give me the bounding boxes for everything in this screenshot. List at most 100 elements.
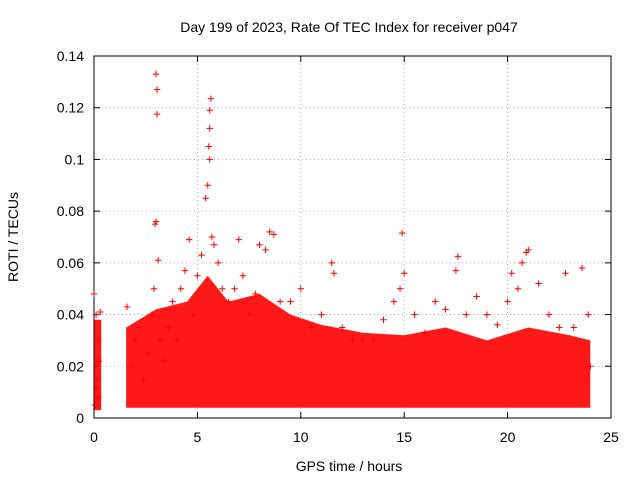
data-point (556, 324, 563, 331)
y-tick-label: 0 (76, 410, 84, 426)
data-points (90, 70, 594, 409)
data-point (463, 311, 470, 318)
data-point (206, 156, 214, 163)
data-point (545, 311, 553, 318)
data-point (328, 259, 336, 267)
data-point (525, 246, 532, 254)
data-point (514, 285, 522, 292)
data-point (587, 363, 594, 370)
data-point (231, 285, 238, 292)
data-point (262, 246, 269, 254)
data-point (266, 228, 273, 236)
data-point (349, 337, 356, 344)
data-point (208, 233, 216, 241)
dense-band-area (126, 275, 591, 408)
data-point (173, 337, 180, 344)
data-point (508, 270, 515, 277)
chart-title: Day 199 of 2023, Rate Of TEC Index for r… (180, 19, 518, 35)
data-point (421, 329, 429, 336)
data-point (369, 337, 377, 344)
data-point (330, 270, 338, 277)
data-point (256, 241, 263, 248)
data-point (214, 259, 222, 267)
data-point (432, 298, 439, 305)
data-point (206, 107, 214, 114)
x-tick-label: 15 (396, 429, 412, 445)
data-point (140, 376, 147, 383)
data-point (245, 311, 253, 318)
data-point (97, 308, 104, 316)
x-axis-label: GPS time / hours (296, 458, 403, 474)
data-point (396, 285, 404, 292)
data-point (153, 110, 161, 118)
data-point (92, 383, 100, 391)
data-point (94, 394, 102, 401)
data-point (338, 324, 346, 331)
data-point (270, 231, 278, 238)
data-point (287, 298, 294, 305)
data-point (570, 324, 577, 331)
data-point (204, 182, 211, 189)
data-point (190, 311, 197, 318)
data-point (535, 280, 542, 287)
data-point (161, 357, 168, 365)
data-point (123, 303, 131, 311)
data-point (144, 350, 151, 357)
y-tick-label: 0.1 (65, 151, 85, 167)
data-point (154, 257, 162, 264)
y-tick-label: 0.14 (57, 48, 84, 64)
data-point (225, 298, 232, 305)
data-point (156, 337, 164, 344)
data-point (150, 285, 158, 292)
data-point (401, 270, 408, 277)
data-point (504, 298, 511, 305)
data-point (239, 272, 247, 279)
data-point (483, 311, 491, 318)
data-point (90, 290, 98, 298)
data-point (165, 324, 172, 331)
y-tick-label: 0.04 (57, 307, 84, 323)
data-point (152, 70, 160, 78)
data-point (318, 311, 325, 318)
data-point (94, 337, 102, 344)
data-point (181, 267, 189, 274)
y-tick-label: 0.06 (57, 255, 84, 271)
data-point (205, 143, 212, 150)
dense-data-band (94, 275, 591, 411)
data-point (202, 195, 209, 202)
x-tick-label: 0 (90, 429, 98, 445)
data-point (562, 270, 569, 277)
data-point (411, 311, 418, 318)
data-point (153, 86, 161, 93)
data-point (207, 95, 215, 102)
data-point (169, 298, 176, 305)
data-point (452, 267, 460, 274)
data-point (95, 357, 103, 365)
data-point (380, 316, 387, 323)
data-point (206, 125, 214, 132)
data-point (398, 229, 406, 237)
data-point (152, 218, 160, 225)
grid (94, 56, 611, 418)
y-tick-label: 0.08 (57, 203, 84, 219)
x-tick-label: 25 (603, 429, 619, 445)
data-point (276, 298, 284, 305)
data-point (91, 401, 99, 409)
data-point (185, 236, 193, 243)
data-point (359, 337, 367, 344)
data-point (494, 321, 501, 329)
data-point (132, 337, 139, 344)
axis-ticks: 0 5 10 15 20 25 0 0.02 0.04 0.06 0.08 0.1 0.12 0.14 (57, 48, 619, 445)
data-point (307, 324, 315, 331)
data-point (177, 285, 185, 292)
data-point (390, 298, 398, 305)
x-tick-label: 20 (500, 429, 516, 445)
y-tick-label: 0.12 (57, 100, 84, 116)
y-tick-label: 0.02 (57, 358, 84, 374)
data-point (252, 290, 259, 298)
data-point (442, 306, 449, 313)
data-point (297, 285, 304, 292)
data-point (128, 363, 135, 370)
data-point (148, 311, 156, 318)
